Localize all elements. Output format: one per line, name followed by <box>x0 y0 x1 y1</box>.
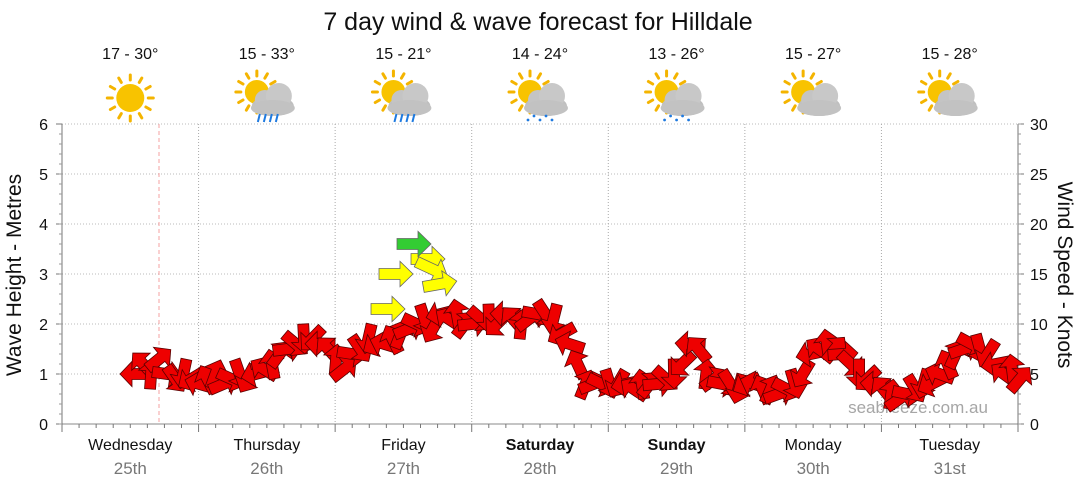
sun-cloud-rain-icon <box>370 69 432 123</box>
y-right-tick-label: 25 <box>1030 167 1048 184</box>
wind-arrow <box>539 302 567 335</box>
y-left-tick-label: 5 <box>39 167 48 184</box>
y-left-tick-label: 0 <box>39 417 48 434</box>
sun-cloud-showers-icon <box>507 69 568 122</box>
x-date-label: 26th <box>250 459 283 478</box>
y-right-tick-label: 0 <box>1030 417 1039 434</box>
wind-arrow <box>328 356 357 384</box>
day-temperature: 15 - 33° <box>239 46 295 63</box>
y-right-tick-label: 10 <box>1030 317 1048 334</box>
y-right-tick-label: 15 <box>1030 267 1048 284</box>
x-day-label: Friday <box>381 437 425 454</box>
day-temperature: 15 - 21° <box>375 46 431 63</box>
x-date-label: 28th <box>523 459 556 478</box>
y-axis-left-label: Wave Height - Metres <box>3 174 26 376</box>
x-date-label: 25th <box>114 459 147 478</box>
wind-arrow <box>1005 367 1033 395</box>
y-left-tick-label: 2 <box>39 317 48 334</box>
x-day-label: Saturday <box>506 437 575 454</box>
sun-cloud-icon <box>780 69 842 116</box>
day-temperature: 17 - 30° <box>102 46 158 63</box>
y-right-tick-label: 20 <box>1030 217 1048 234</box>
wind-arrow <box>554 330 586 357</box>
wave-arrow <box>421 269 458 297</box>
watermark: seabreeze.com.au <box>848 398 988 417</box>
y-left-tick-label: 3 <box>39 267 48 284</box>
y-left-tick-label: 1 <box>39 367 48 384</box>
x-date-label: 31st <box>934 459 966 478</box>
sun-icon <box>105 73 155 123</box>
y-left-tick-label: 4 <box>39 217 48 234</box>
y-right-tick-label: 5 <box>1030 367 1039 384</box>
x-day-label: Monday <box>785 437 842 454</box>
wave-arrow <box>378 260 414 288</box>
y-right-tick-label: 30 <box>1030 117 1048 134</box>
day-temperature: 14 - 24° <box>512 46 568 63</box>
y-left-tick-label: 6 <box>39 117 48 134</box>
sun-cloud-showers-icon <box>644 69 705 122</box>
day-temperature: 15 - 27° <box>785 46 841 63</box>
chart-title: 7 day wind & wave forecast for Hilldale <box>323 8 752 36</box>
x-day-label: Tuesday <box>919 437 980 454</box>
x-day-label: Sunday <box>648 437 706 454</box>
x-date-label: 29th <box>660 459 693 478</box>
sun-cloud-icon <box>917 69 978 116</box>
wind-arrow <box>686 337 713 365</box>
y-axis-right-label: Wind Speed - Knots <box>1053 182 1076 369</box>
x-date-label: 27th <box>387 459 420 478</box>
sun-cloud-rain-icon <box>234 69 295 123</box>
day-temperature: 15 - 28° <box>922 46 978 63</box>
wave-arrow <box>396 230 432 258</box>
wave-arrow <box>370 295 406 323</box>
x-day-label: Thursday <box>234 437 301 454</box>
day-temperature: 13 - 26° <box>648 46 704 63</box>
x-date-label: 30th <box>797 459 830 478</box>
x-day-label: Wednesday <box>88 437 172 454</box>
